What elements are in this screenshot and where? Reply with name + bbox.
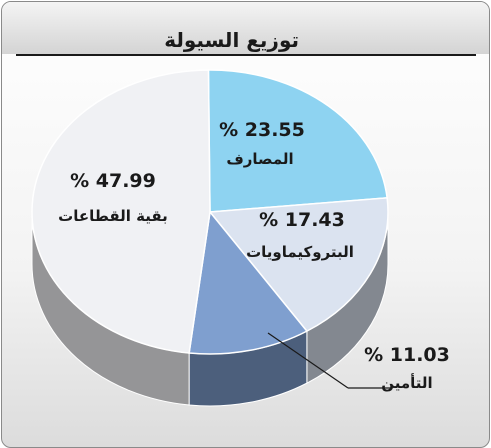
value-label-other-sectors: % 47.99 bbox=[70, 170, 156, 192]
pie-slice-other-sectors bbox=[31, 69, 211, 354]
slice-label-petrochemicals: البتروكيماويات bbox=[246, 243, 354, 261]
value-label-insurance: % 11.03 bbox=[364, 344, 450, 366]
value-label-banks: % 23.55 bbox=[219, 119, 305, 141]
pie-slice-petrochemicals bbox=[208, 197, 389, 333]
pie-slice-banks bbox=[207, 69, 388, 213]
slice-label-insurance: التأمين bbox=[381, 373, 432, 392]
slice-label-banks: المصارف bbox=[226, 150, 293, 168]
chart-title: توزيع السيولة bbox=[164, 28, 299, 52]
leader-line-insurance bbox=[267, 332, 349, 389]
value-label-petrochemicals: % 17.43 bbox=[259, 209, 345, 231]
title-divider bbox=[16, 54, 476, 56]
title-bar bbox=[2, 2, 489, 54]
pie-slice-insurance bbox=[188, 210, 309, 355]
slice-label-other-sectors: بقية القطاعات bbox=[58, 207, 168, 225]
pie-slices bbox=[31, 69, 389, 355]
